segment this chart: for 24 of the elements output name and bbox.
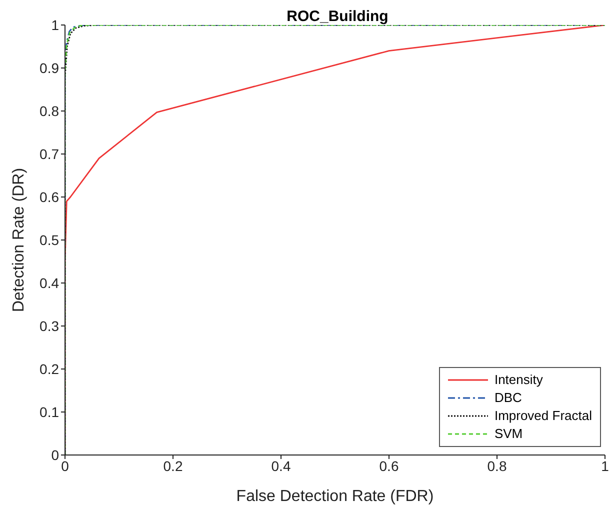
legend-label: Improved Fractal xyxy=(494,407,592,425)
y-tick-label: 0.4 xyxy=(40,274,60,291)
y-tick-label: 0.6 xyxy=(40,188,60,205)
y-axis-title: Detection Rate (DR) xyxy=(10,168,28,312)
y-tick-label: 0.7 xyxy=(40,146,60,162)
y-tick-label: 1 xyxy=(51,16,60,33)
y-tick-label: 0.9 xyxy=(40,60,60,76)
x-tick-label: 0.4 xyxy=(271,458,291,474)
y-tick-label: 0.8 xyxy=(40,102,60,119)
y-tick-label: 0 xyxy=(51,446,60,463)
x-tick-label: 0.2 xyxy=(163,458,183,474)
legend-label: Intensity xyxy=(494,371,543,389)
y-tick-label: 0.2 xyxy=(40,360,60,377)
y-tick-label: 0.3 xyxy=(40,318,60,334)
y-tick-label: 0.1 xyxy=(40,404,60,420)
x-tick-label: 1 xyxy=(601,458,610,474)
y-tick-label: 0.5 xyxy=(40,232,60,248)
x-tick-label: 0.6 xyxy=(379,458,399,474)
x-tick-label: 0.8 xyxy=(487,458,507,474)
chart-title: ROC_Building xyxy=(286,8,390,25)
legend-label: SVM xyxy=(494,425,523,443)
x-axis-title: False Detection Rate (FDR) xyxy=(236,488,434,505)
legend-label: DBC xyxy=(494,389,522,407)
x-tick-label: 0 xyxy=(61,458,70,474)
